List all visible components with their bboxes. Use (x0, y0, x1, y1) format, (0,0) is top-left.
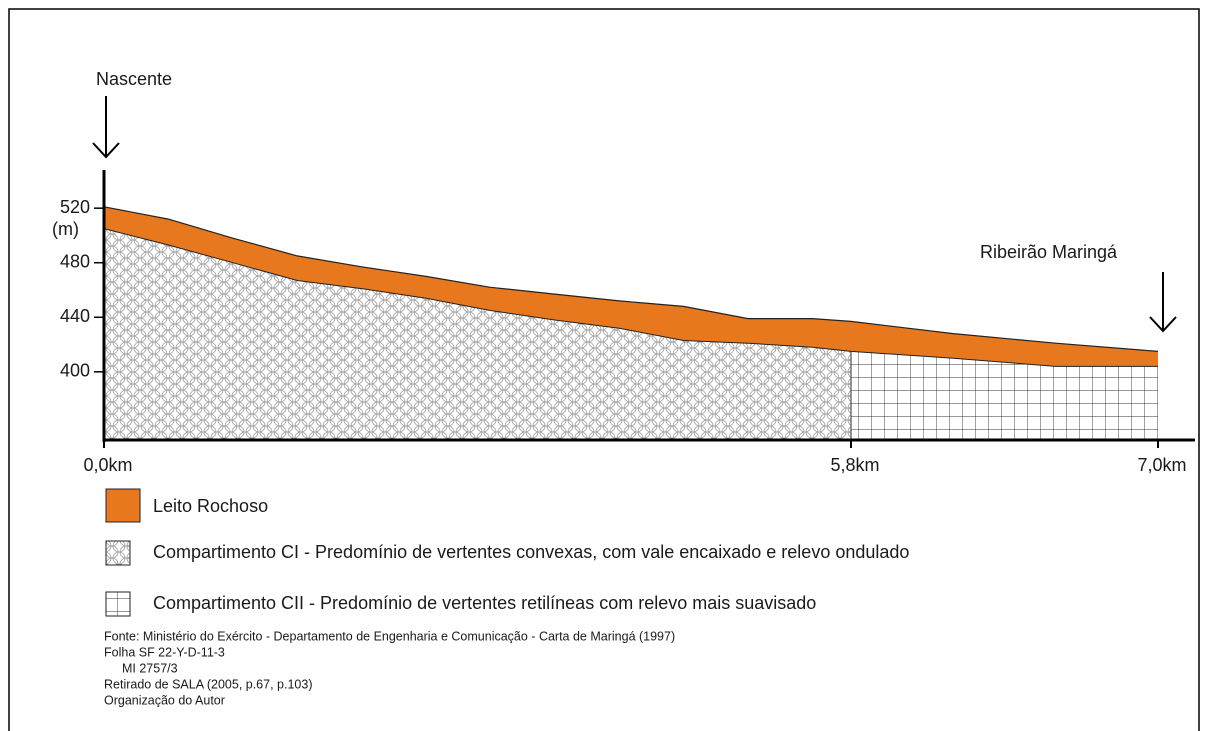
chart: Nascente Ribeirão Maringá (m) 400 440 480 5… (0, 0, 1208, 731)
page: {"chart_data":{"type":"profile", "x":[0,… (0, 0, 1208, 731)
y-tick-label: 480 (60, 251, 90, 271)
legend-swatch (106, 489, 140, 522)
y-tick-label: 520 (60, 197, 90, 217)
annotation: Nascente (96, 69, 172, 89)
x-tick-label: 5,8km (830, 455, 879, 475)
x-tick-label: 0,0km (83, 455, 132, 475)
arrow (93, 96, 119, 157)
legend-label: Compartimento CI - Predomínio de vertent… (153, 542, 909, 562)
x-tick-label: 7,0km (1137, 455, 1186, 475)
y-tick-label: 440 (60, 306, 90, 326)
source-line: MI 2757/3 (122, 661, 178, 675)
y-unit-label: (m) (52, 219, 79, 239)
legend-swatch (106, 541, 130, 565)
legend-swatch (106, 592, 130, 616)
source-line: Folha SF 22-Y-D-11-3 (104, 645, 225, 659)
arrow (1150, 272, 1176, 331)
legend-label: Leito Rochoso (153, 496, 268, 516)
y-tick-label: 400 (60, 361, 90, 381)
source-line: Organização do Autor (104, 693, 225, 707)
source-line: Retirado de SALA (2005, p.67, p.103) (104, 677, 312, 691)
plot: 400 440 480 520 0,0km 5,8km 7,0km (60, 170, 1195, 475)
annotation: Ribeirão Maringá (980, 242, 1118, 262)
legend-label: Compartimento CII - Predomínio de verten… (153, 593, 816, 613)
source-line: Fonte: Ministério do Exército - Departam… (104, 629, 675, 643)
